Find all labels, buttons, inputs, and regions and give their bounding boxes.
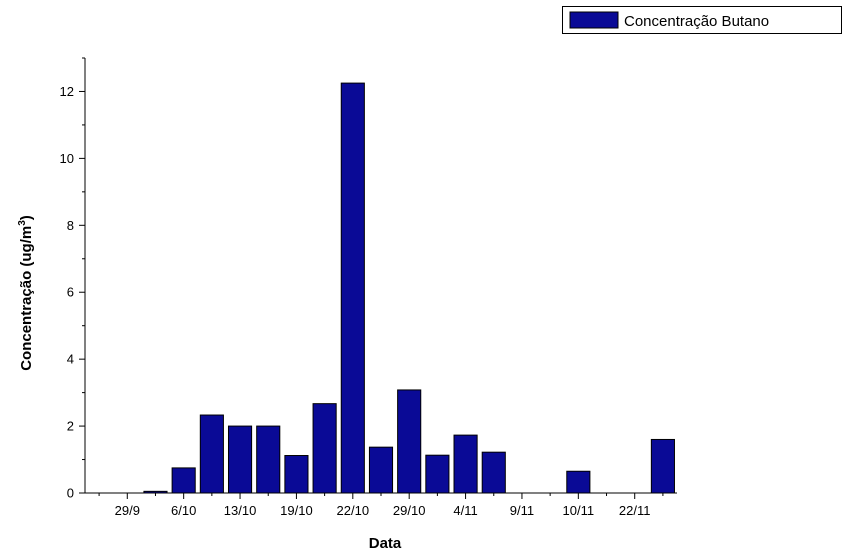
- bar-6: [256, 425, 281, 494]
- bars-group: [143, 82, 675, 494]
- y-tick-label-2: 2: [67, 419, 74, 434]
- y-tick-label-8: 8: [67, 218, 74, 233]
- bar-17: [566, 470, 591, 494]
- bar-14: [481, 451, 506, 494]
- x-tick-label-9: 22/11: [619, 503, 651, 518]
- x-tick-label-0: 29/9: [115, 503, 140, 518]
- legend-swatch: [569, 11, 619, 29]
- legend: Concentração Butano: [562, 6, 842, 34]
- y-ticks-group: 0 2 4 6 8 10 12: [60, 57, 85, 501]
- bar-20: [650, 438, 675, 494]
- x-tick-label-2: 13/10: [224, 503, 257, 518]
- y-axis-title: Concentração (ug/m3): [17, 215, 35, 371]
- bar-12: [425, 454, 450, 494]
- x-tick-label-3: 19/10: [280, 503, 313, 518]
- y-tick-label-12: 12: [60, 84, 74, 99]
- axes-group: [84, 58, 677, 494]
- bar-8: [312, 403, 337, 494]
- x-tick-label-7: 9/11: [510, 503, 534, 518]
- x-tick-label-5: 29/10: [393, 503, 426, 518]
- x-tick-label-6: 4/11: [453, 503, 477, 518]
- x-tick-label-8: 10/11: [563, 503, 595, 518]
- bar-10: [368, 446, 394, 494]
- y-tick-label-4: 4: [67, 352, 74, 367]
- y-axis-title-superscript: 3: [17, 220, 28, 226]
- bar-13: [453, 434, 478, 494]
- bar-4: [199, 414, 224, 494]
- y-axis-title-main: Concentração (ug/m: [18, 226, 35, 371]
- x-tick-label-1: 6/10: [171, 503, 196, 518]
- bar-7: [284, 455, 309, 494]
- y-axis-title-suffix: ): [18, 215, 35, 220]
- y-tick-label-10: 10: [60, 151, 74, 166]
- bar-9: [340, 82, 365, 494]
- x-ticks-group: 29/9 6/10 13/10 19/10 22/10 29/10 4/11 9/11 10/1…: [98, 493, 664, 518]
- y-tick-label-6: 6: [67, 285, 74, 300]
- y-tick-label-0: 0: [67, 486, 74, 501]
- bar-11: [397, 389, 422, 494]
- bar-3: [171, 467, 196, 494]
- bar-5: [227, 425, 253, 494]
- x-axis-title: Data: [369, 535, 402, 552]
- legend-label: Concentração Butano: [624, 13, 769, 30]
- x-tick-label-4: 22/10: [337, 503, 370, 518]
